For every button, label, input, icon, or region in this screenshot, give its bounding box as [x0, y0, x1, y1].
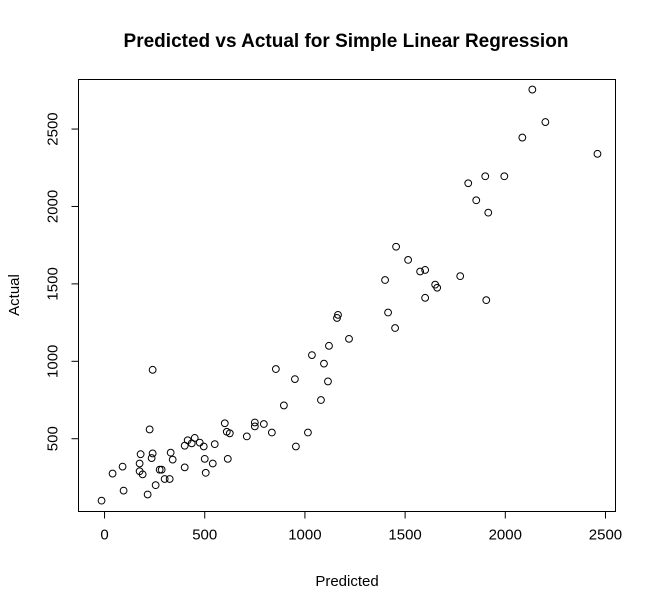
- chart-title: Predicted vs Actual for Simple Linear Re…: [124, 31, 569, 52]
- data-point-53: [381, 276, 389, 284]
- x-tick-label-2: 1000: [288, 527, 321, 544]
- x-tick-label-4: 2000: [489, 527, 522, 544]
- data-point-67: [482, 296, 491, 305]
- data-point-19: [168, 455, 177, 464]
- data-point-62: [433, 283, 442, 292]
- data-points: [97, 85, 602, 505]
- data-point-70: [518, 133, 527, 142]
- data-point-55: [391, 324, 399, 332]
- data-point-42: [291, 375, 299, 384]
- data-point-73: [593, 149, 602, 158]
- data-point-66: [481, 172, 490, 181]
- data-point-48: [324, 377, 332, 386]
- data-point-50: [333, 314, 341, 322]
- data-point-12: [148, 449, 157, 458]
- data-point-25: [195, 438, 204, 447]
- data-point-8: [143, 490, 152, 499]
- y-tick-label-2: 1500: [45, 267, 62, 300]
- data-point-57: [404, 255, 413, 264]
- data-point-71: [528, 85, 537, 94]
- x-tick-label-1: 500: [192, 527, 217, 544]
- data-point-33: [223, 454, 232, 463]
- data-point-56: [392, 242, 400, 251]
- x-tick-label-0: 0: [100, 527, 108, 544]
- data-point-65: [472, 196, 481, 205]
- data-point-18: [166, 448, 175, 457]
- data-point-24: [190, 434, 199, 442]
- y-tick-label-3: 2000: [45, 190, 62, 223]
- data-point-4: [135, 459, 144, 468]
- y-tick-label-0: 500: [45, 426, 62, 451]
- data-point-59: [421, 266, 430, 274]
- data-point-11: [148, 365, 157, 374]
- data-point-36: [250, 418, 259, 427]
- y-tick-label-4: 2500: [45, 112, 62, 145]
- data-point-14: [155, 465, 164, 474]
- data-point-68: [484, 208, 493, 217]
- data-point-54: [384, 308, 392, 317]
- data-point-31: [220, 419, 229, 428]
- data-point-37: [250, 422, 259, 431]
- data-point-64: [464, 179, 473, 188]
- data-point-16: [160, 475, 169, 483]
- data-point-3: [119, 486, 128, 495]
- data-point-43: [292, 442, 300, 451]
- data-point-40: [271, 365, 280, 373]
- data-point-45: [308, 351, 316, 360]
- data-point-13: [151, 481, 160, 490]
- data-point-20: [180, 463, 189, 472]
- data-point-49: [325, 341, 333, 350]
- data-point-15: [157, 465, 166, 474]
- x-axis: 0 500 1000 1500 2000 2500: [100, 511, 622, 544]
- y-tick-label-1: 1000: [45, 345, 62, 378]
- data-point-60: [421, 293, 430, 302]
- y-axis: 500 1000 1500 2000 2500: [45, 112, 79, 451]
- x-axis-label: Predicted: [315, 573, 378, 590]
- data-point-39: [267, 428, 276, 437]
- data-point-41: [279, 401, 288, 410]
- data-point-38: [259, 420, 268, 428]
- data-point-26: [199, 442, 208, 451]
- y-axis-label: Actual: [6, 274, 23, 316]
- data-point-58: [416, 267, 425, 276]
- data-point-27: [200, 454, 209, 463]
- data-point-52: [345, 334, 353, 343]
- data-point-30: [210, 440, 219, 449]
- data-point-47: [320, 359, 328, 368]
- data-point-46: [317, 396, 325, 404]
- data-point-72: [541, 118, 550, 126]
- data-point-2: [118, 462, 127, 471]
- data-point-44: [304, 428, 312, 437]
- data-point-28: [201, 468, 210, 477]
- x-tick-label-3: 1500: [388, 527, 421, 544]
- data-point-63: [456, 272, 465, 281]
- data-point-51: [334, 310, 342, 319]
- x-tick-label-5: 2500: [589, 527, 622, 544]
- data-point-34: [225, 429, 234, 438]
- data-point-17: [165, 475, 174, 483]
- data-point-1: [108, 469, 117, 478]
- data-point-10: [147, 454, 156, 462]
- data-point-29: [208, 459, 217, 468]
- data-point-7: [138, 470, 147, 479]
- data-point-0: [97, 496, 106, 505]
- data-point-6: [136, 450, 145, 459]
- data-point-9: [145, 425, 154, 434]
- data-point-69: [500, 172, 509, 181]
- data-point-35: [242, 432, 251, 441]
- plot-frame: [78, 79, 616, 512]
